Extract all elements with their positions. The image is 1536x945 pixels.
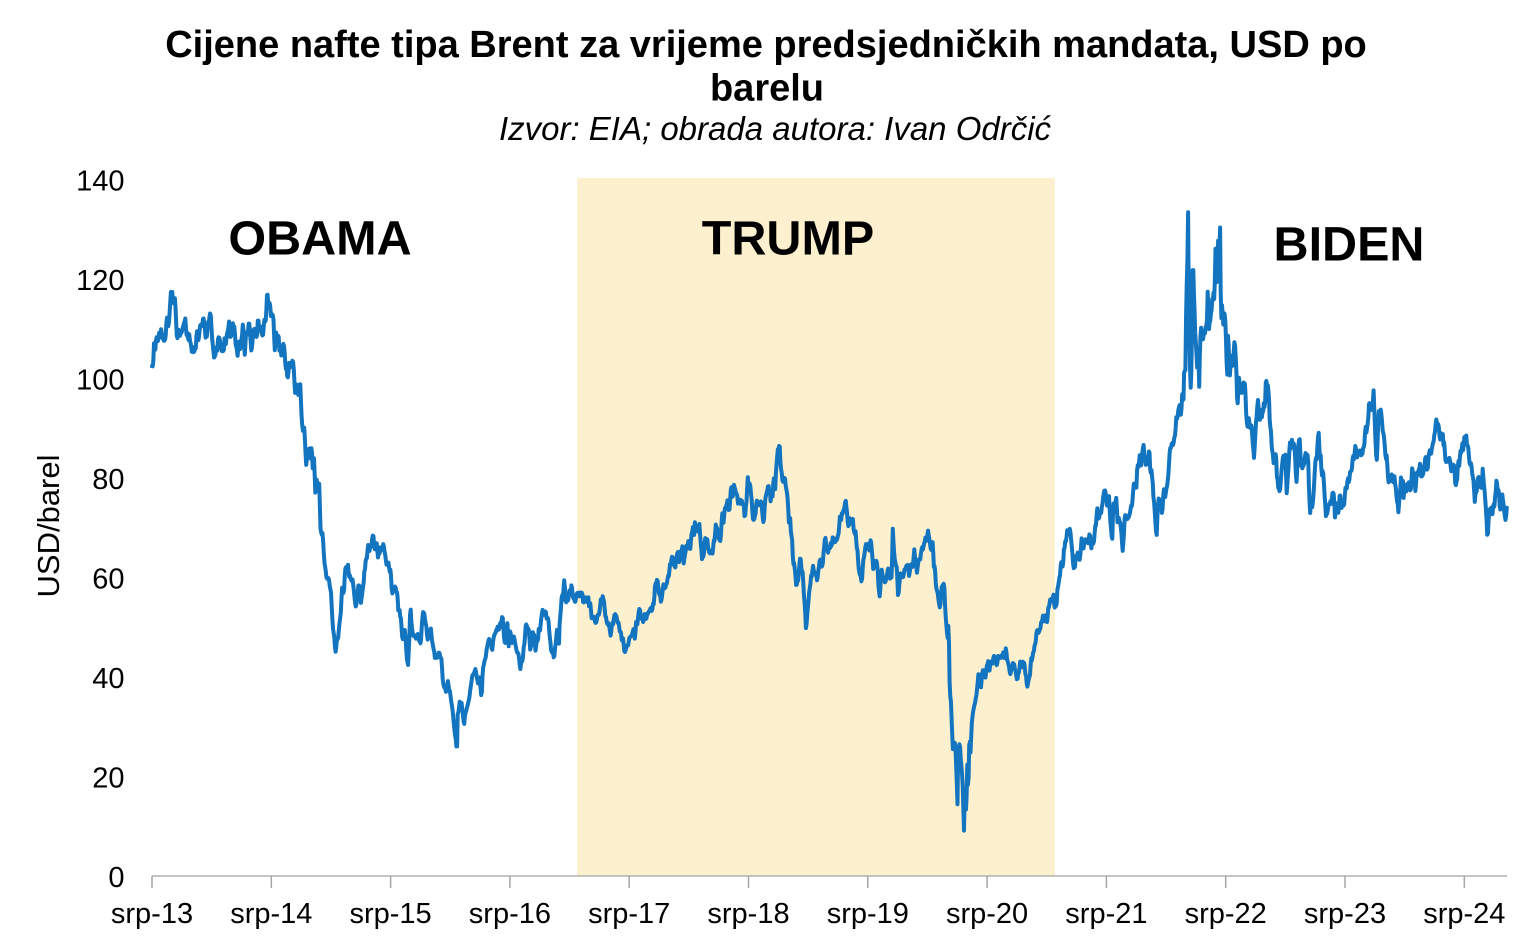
svg-text:srp-16: srp-16	[469, 898, 551, 930]
svg-text:srp-13: srp-13	[111, 898, 193, 930]
svg-text:srp-22: srp-22	[1185, 898, 1267, 930]
svg-text:srp-20: srp-20	[946, 898, 1028, 930]
svg-text:srp-24: srp-24	[1423, 898, 1505, 930]
svg-text:srp-18: srp-18	[707, 898, 789, 930]
svg-text:BIDEN: BIDEN	[1274, 218, 1425, 272]
svg-text:20: 20	[92, 763, 124, 795]
svg-text:140: 140	[76, 166, 124, 198]
svg-text:0: 0	[108, 862, 124, 894]
svg-text:srp-19: srp-19	[827, 898, 909, 930]
svg-text:srp-23: srp-23	[1304, 898, 1386, 930]
svg-text:srp-15: srp-15	[349, 898, 431, 930]
svg-text:srp-17: srp-17	[588, 898, 670, 930]
svg-text:USD/barel: USD/barel	[31, 455, 66, 598]
svg-text:60: 60	[92, 564, 124, 596]
svg-text:TRUMP: TRUMP	[702, 212, 874, 266]
svg-text:OBAMA: OBAMA	[228, 212, 411, 266]
svg-text:srp-21: srp-21	[1065, 898, 1147, 930]
svg-text:Cijene nafte tipa Brent za vri: Cijene nafte tipa Brent za vrijeme preds…	[165, 24, 1367, 66]
svg-text:100: 100	[76, 365, 124, 397]
svg-text:barelu: barelu	[710, 68, 824, 110]
svg-text:Izvor: EIA; obrada autora: Iva: Izvor: EIA; obrada autora: Ivan Odrčić	[499, 110, 1052, 147]
svg-text:120: 120	[76, 265, 124, 297]
svg-text:srp-14: srp-14	[230, 898, 312, 930]
svg-text:40: 40	[92, 663, 124, 695]
svg-text:80: 80	[92, 464, 124, 496]
